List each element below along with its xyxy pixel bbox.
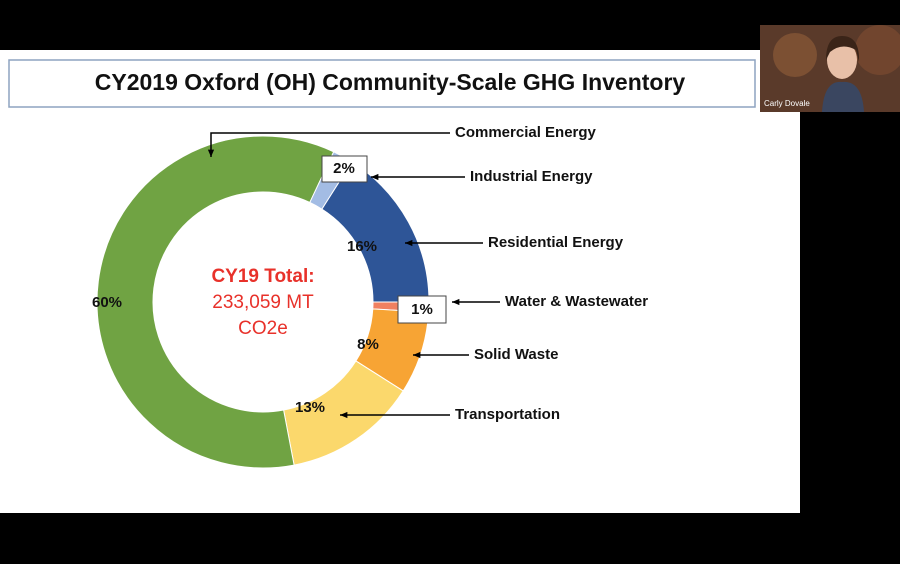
arrow-head: [340, 411, 348, 419]
hair: [826, 36, 860, 62]
donut-chart: Water & Wastewater 1% Solid Waste 8% Transpo…: [92, 124, 648, 469]
category-label: Solid Waste: [474, 346, 558, 363]
arrow-head: [405, 239, 413, 247]
callout-arrow: [210, 132, 450, 157]
arrow-head: [371, 173, 379, 181]
donut-segment: [96, 135, 335, 469]
tapestry: [855, 25, 900, 75]
category-label: Water & Wastewater: [505, 293, 648, 310]
arrow-head: [452, 298, 460, 306]
arrow-head: [413, 351, 421, 359]
tapestry: [773, 33, 817, 77]
value-label: 13%: [295, 399, 325, 416]
category-label: Industrial Energy: [470, 168, 593, 185]
category-label: Commercial Energy: [455, 124, 597, 141]
value-label: 60%: [92, 294, 122, 311]
value-label-box: [321, 155, 368, 183]
center-text: CO2e: [238, 318, 288, 339]
title-box: [8, 59, 756, 108]
arrow-head: [207, 149, 215, 157]
face: [827, 41, 857, 79]
value-label: 1%: [411, 301, 433, 318]
category-label: Residential Energy: [488, 234, 624, 251]
value-label-box: [397, 295, 447, 324]
participant-video: Carly Dovale: [760, 25, 900, 112]
slide-title: CY2019 Oxford (OH) Community-Scale GHG I…: [95, 69, 686, 95]
center-text: 233,059 MT: [212, 292, 314, 313]
center-title: CY19 Total:: [211, 266, 314, 287]
category-label: Transportation: [455, 406, 560, 423]
shirt: [822, 81, 864, 112]
participant-name: Carly Dovale: [764, 99, 810, 108]
value-label: 2%: [333, 160, 355, 177]
value-label: 8%: [357, 336, 379, 353]
value-label: 16%: [347, 238, 377, 255]
